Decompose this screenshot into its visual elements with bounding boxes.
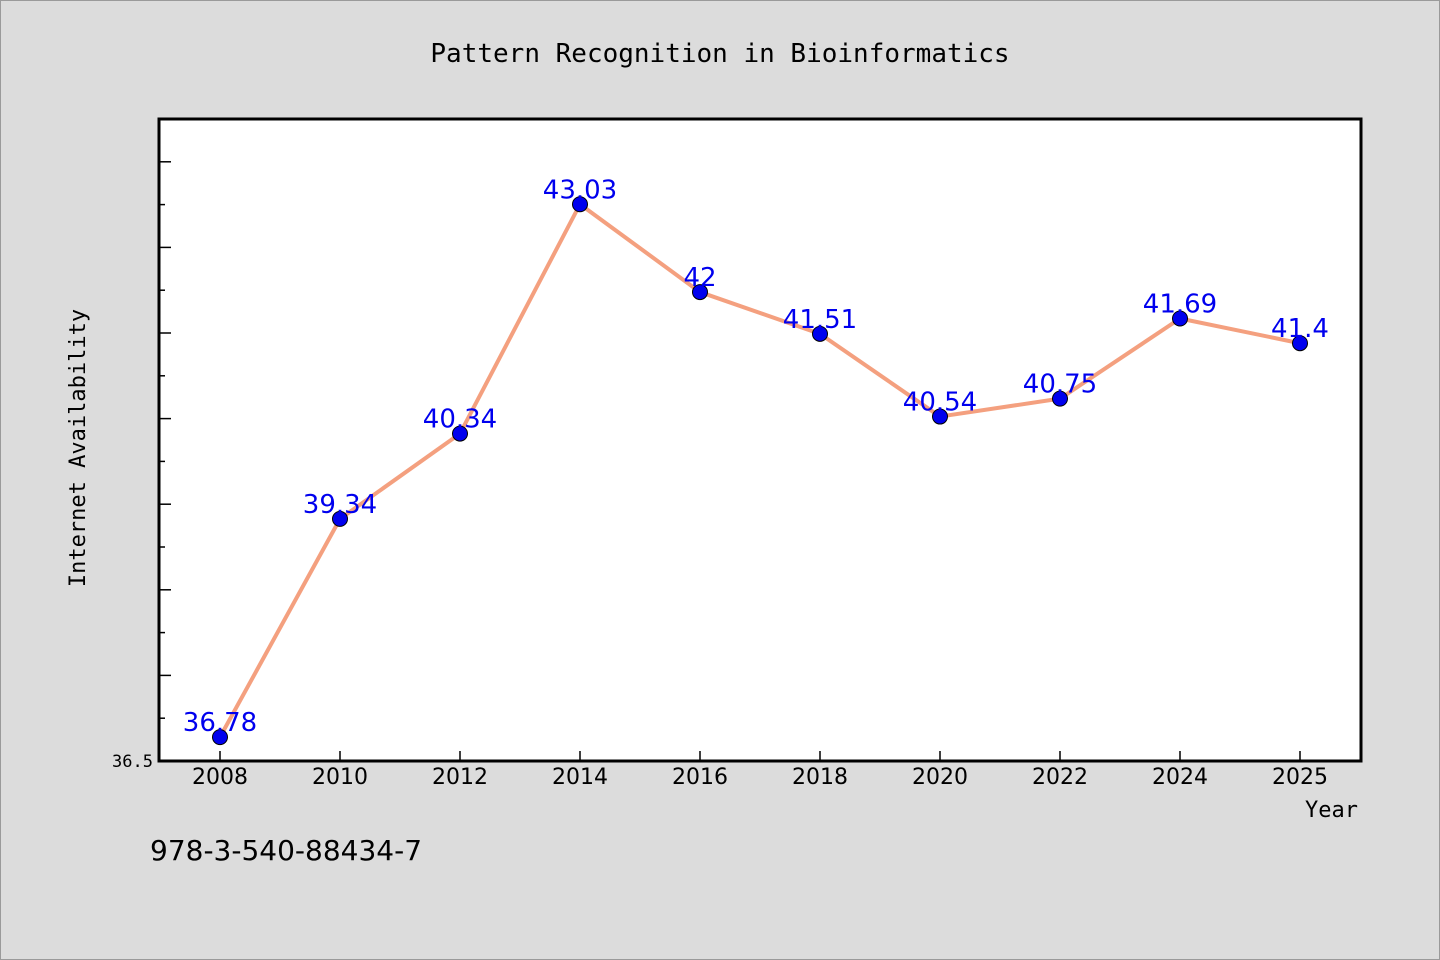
data-label: 36.78 xyxy=(183,708,257,738)
chart-title: Pattern Recognition in Bioinformatics xyxy=(430,39,1009,69)
x-tick-label: 2022 xyxy=(1032,765,1088,790)
data-point xyxy=(812,325,828,342)
x-tick-label: 2024 xyxy=(1152,765,1208,790)
y-tick-labels: 36.5 xyxy=(112,752,153,772)
x-tick-label: 2016 xyxy=(672,765,728,790)
data-label: 39.34 xyxy=(303,490,377,520)
data-point xyxy=(692,284,708,301)
data-labels: 36.78 39.34 40.34 43.03 42 41.51 40.54 40.75 41.… xyxy=(183,175,1329,738)
x-tick-labels: 2008 2010 2012 2014 2016 2018 2020 2022 2024 2025 xyxy=(192,765,1328,790)
x-tick-label: 2008 xyxy=(192,765,248,790)
data-markers xyxy=(212,196,1308,746)
x-tick-label: 2012 xyxy=(432,765,488,790)
data-label: 40.34 xyxy=(423,405,497,435)
plot-area xyxy=(157,117,1363,763)
data-point xyxy=(212,729,228,746)
series-line xyxy=(218,202,1301,739)
y-axis-ticks xyxy=(159,161,171,719)
x-tick-label: 2014 xyxy=(552,765,608,790)
data-point xyxy=(332,510,348,527)
x-tick-label: 2018 xyxy=(792,765,848,790)
data-point xyxy=(1292,335,1308,352)
data-point xyxy=(1172,310,1188,327)
x-tick-label: 2025 xyxy=(1272,765,1328,790)
x-tick-label: 2020 xyxy=(912,765,968,790)
data-point xyxy=(932,408,948,425)
footer-code: 978-3-540-88434-7 xyxy=(150,834,423,867)
data-point xyxy=(452,425,468,442)
data-label: 40.75 xyxy=(1023,370,1097,400)
data-label: 41.69 xyxy=(1143,290,1217,320)
data-point xyxy=(1052,390,1068,407)
data-label: 42 xyxy=(683,263,716,293)
data-label: 40.54 xyxy=(903,388,977,418)
data-label: 43.03 xyxy=(543,175,617,205)
x-axis-ticks xyxy=(219,751,1301,761)
data-label: 41.51 xyxy=(783,305,857,335)
data-label: 41.4 xyxy=(1271,314,1329,344)
x-tick-label: 2010 xyxy=(312,765,368,790)
x-axis-label: Year xyxy=(1305,798,1358,823)
data-point xyxy=(572,196,588,213)
y-tick-label: 36.5 xyxy=(112,752,153,772)
y-axis-label: Internet Availability xyxy=(66,309,91,587)
